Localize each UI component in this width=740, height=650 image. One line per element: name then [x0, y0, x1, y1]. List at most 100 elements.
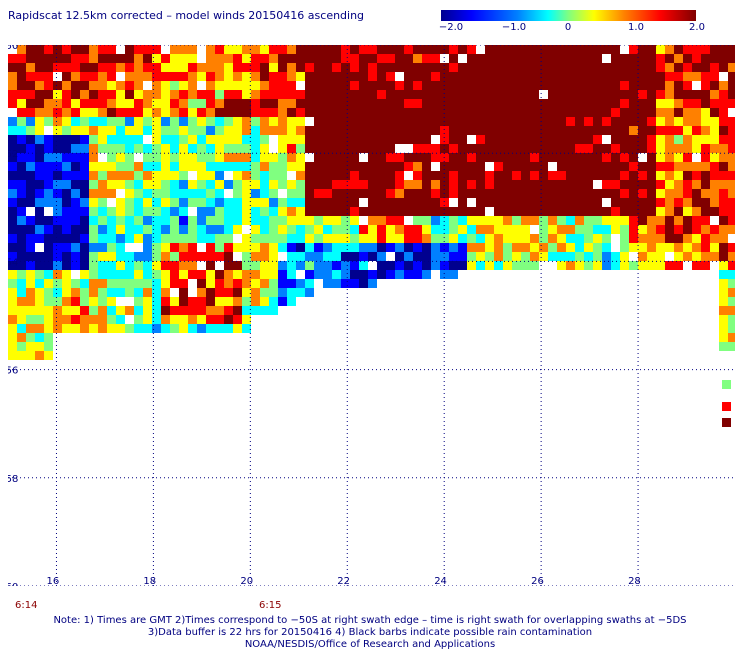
- data-cell: [152, 99, 161, 108]
- data-cell: [107, 270, 116, 279]
- data-cell: [53, 108, 62, 117]
- data-cell: [692, 126, 701, 135]
- data-cell: [530, 108, 539, 117]
- data-cell: [134, 54, 143, 63]
- data-cell: [611, 90, 620, 99]
- data-cell: [584, 126, 593, 135]
- data-cell: [557, 135, 566, 144]
- data-cell: [341, 198, 350, 207]
- data-cell: [710, 90, 719, 99]
- data-cell: [494, 243, 503, 252]
- data-cell: [134, 234, 143, 243]
- data-cell: [143, 108, 152, 117]
- data-cell: [170, 72, 179, 81]
- data-cell: [665, 153, 674, 162]
- data-cell: [557, 225, 566, 234]
- data-cell: [98, 108, 107, 117]
- data-cell: [17, 72, 26, 81]
- data-cell: [233, 288, 242, 297]
- data-cell: [296, 144, 305, 153]
- data-cell: [134, 288, 143, 297]
- data-cell: [404, 153, 413, 162]
- data-cell: [449, 225, 458, 234]
- data-cell: [386, 45, 395, 54]
- data-cell: [359, 171, 368, 180]
- data-cell: [71, 198, 80, 207]
- data-cell: [584, 180, 593, 189]
- data-cell: [494, 99, 503, 108]
- data-cell: [215, 306, 224, 315]
- data-cell: [161, 189, 170, 198]
- data-cell: [449, 90, 458, 99]
- data-cell: [359, 243, 368, 252]
- data-cell: [134, 225, 143, 234]
- data-cell: [593, 108, 602, 117]
- data-cell: [224, 72, 233, 81]
- data-cell: [548, 252, 557, 261]
- data-cell: [17, 279, 26, 288]
- data-cell: [224, 126, 233, 135]
- data-cell: [251, 270, 260, 279]
- data-cell: [710, 243, 719, 252]
- data-cell: [512, 225, 521, 234]
- data-cell: [44, 243, 53, 252]
- data-cell: [323, 270, 332, 279]
- data-cell: [233, 270, 242, 279]
- data-cell: [143, 63, 152, 72]
- data-cell: [404, 189, 413, 198]
- data-cell: [98, 261, 107, 270]
- data-cell: [665, 162, 674, 171]
- data-cell: [62, 54, 71, 63]
- data-cell: [629, 54, 638, 63]
- data-cell: [116, 81, 125, 90]
- data-cell: [305, 81, 314, 90]
- data-cell: [557, 144, 566, 153]
- data-cell: [404, 90, 413, 99]
- data-cell: [206, 90, 215, 99]
- data-cell: [413, 117, 422, 126]
- data-cell: [80, 135, 89, 144]
- data-cell: [53, 63, 62, 72]
- data-cell: [719, 171, 728, 180]
- data-cell: [35, 162, 44, 171]
- data-cell: [647, 135, 656, 144]
- data-cell: [206, 45, 215, 54]
- data-cell: [251, 198, 260, 207]
- data-cell: [674, 72, 683, 81]
- data-cell: [422, 54, 431, 63]
- data-cell: [728, 117, 735, 126]
- data-cell: [305, 99, 314, 108]
- data-cell: [53, 117, 62, 126]
- data-cell: [467, 72, 476, 81]
- data-cell: [593, 144, 602, 153]
- data-cell: [611, 135, 620, 144]
- data-cell: [53, 252, 62, 261]
- data-cell: [413, 225, 422, 234]
- data-cell: [458, 90, 467, 99]
- data-cell: [224, 297, 233, 306]
- data-cell: [611, 108, 620, 117]
- data-cell: [530, 162, 539, 171]
- data-cell: [71, 45, 80, 54]
- data-cell: [305, 288, 314, 297]
- data-cell: [323, 252, 332, 261]
- data-cell: [242, 198, 251, 207]
- data-cell: [521, 144, 530, 153]
- data-cell: [152, 171, 161, 180]
- data-cell: [125, 162, 134, 171]
- data-cell: [584, 234, 593, 243]
- data-cell: [602, 207, 611, 216]
- data-cell: [575, 81, 584, 90]
- data-cell: [647, 126, 656, 135]
- data-cell: [314, 207, 323, 216]
- data-cell: [521, 189, 530, 198]
- data-cell: [404, 45, 413, 54]
- data-cell: [692, 45, 701, 54]
- data-cell: [557, 45, 566, 54]
- data-cell: [593, 153, 602, 162]
- data-cell: [467, 252, 476, 261]
- data-cell: [35, 315, 44, 324]
- data-cell: [404, 108, 413, 117]
- data-cell: [521, 99, 530, 108]
- data-cell: [395, 81, 404, 90]
